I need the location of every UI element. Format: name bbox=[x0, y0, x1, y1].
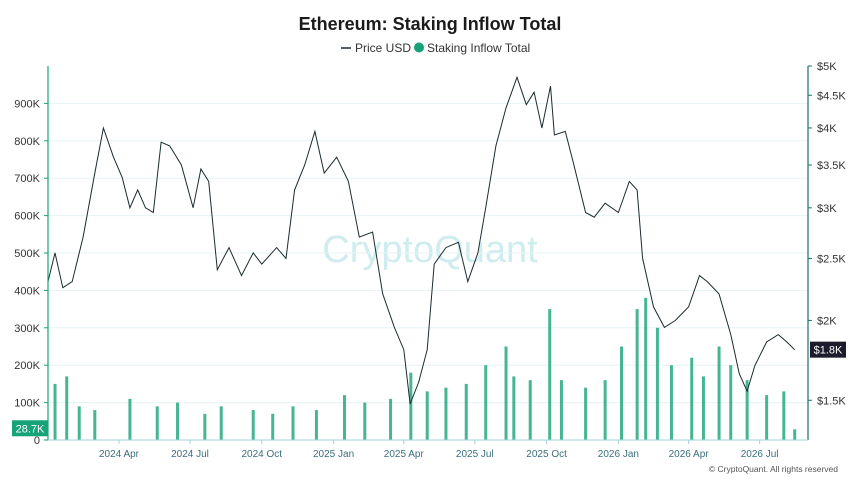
bar-34 bbox=[701, 376, 705, 440]
bar-24 bbox=[548, 309, 552, 440]
bar-0 bbox=[53, 383, 57, 440]
right-tick-label-2: $2.5K bbox=[817, 253, 846, 265]
badge-price-current: $1.8K bbox=[810, 341, 846, 358]
bar-28 bbox=[620, 346, 624, 440]
bar-16 bbox=[409, 372, 413, 440]
bar-27 bbox=[603, 380, 607, 440]
bar-38 bbox=[765, 395, 769, 440]
bar-33 bbox=[690, 357, 694, 440]
x-tick-label-8: 2026 Apr bbox=[669, 449, 710, 460]
watermark: CryptoQuant bbox=[322, 229, 538, 271]
right-tick-label-6: $4.5K bbox=[817, 90, 846, 102]
bar-15 bbox=[389, 398, 393, 440]
bar-35 bbox=[717, 346, 721, 440]
bar-32 bbox=[669, 365, 673, 440]
right-tick-label-1: $2K bbox=[817, 315, 837, 327]
right-tick-label-7: $5K bbox=[817, 61, 837, 73]
right-tick-label-0: $1.5K bbox=[817, 395, 846, 407]
bar-20 bbox=[484, 365, 488, 440]
x-axis-ticks: 2024 Apr 2024 Jul 2024 Oct 2025 Jan 2025 Apr… bbox=[99, 440, 779, 460]
x-tick-label-9: 2026 Jul bbox=[741, 449, 779, 460]
legend-inflow-marker bbox=[414, 42, 424, 53]
bar-8 bbox=[219, 406, 223, 440]
grid bbox=[48, 102, 808, 404]
x-tick-label-3: 2025 Jan bbox=[313, 449, 354, 460]
right-axis-ticks: $1.5K $2K $2.5K $3K $3.5K $4K $4.5K $5K bbox=[808, 61, 846, 407]
legend-price-label[interactable]: Price USD bbox=[355, 41, 411, 55]
bar-39 bbox=[782, 391, 786, 440]
bar-11 bbox=[291, 406, 295, 440]
bar-13 bbox=[343, 395, 347, 440]
badge-inflow-value: 28.7K bbox=[16, 423, 45, 435]
left-tick-label-4: 400K bbox=[14, 285, 40, 297]
legend-inflow-label[interactable]: Staking Inflow Total bbox=[427, 41, 530, 55]
x-tick-label-7: 2026 Jan bbox=[598, 449, 639, 460]
bar-18 bbox=[444, 387, 448, 440]
bar-25 bbox=[559, 380, 563, 440]
bar-5 bbox=[155, 406, 159, 440]
left-tick-label-7: 700K bbox=[14, 173, 40, 185]
bar-31 bbox=[655, 327, 659, 440]
bar-14 bbox=[363, 402, 367, 440]
left-tick-label-5: 500K bbox=[14, 248, 40, 260]
left-tick-label-6: 600K bbox=[14, 211, 40, 223]
bar-21 bbox=[504, 346, 508, 440]
x-tick-label-6: 2025 Oct bbox=[526, 449, 567, 460]
bar-37 bbox=[745, 380, 749, 440]
right-tick-label-3: $3K bbox=[817, 203, 837, 215]
bar-19 bbox=[464, 383, 468, 440]
left-tick-label-0: 0 bbox=[34, 435, 40, 447]
bar-30 bbox=[644, 297, 648, 440]
bar-1 bbox=[65, 376, 69, 440]
bar-26 bbox=[584, 387, 588, 440]
bar-17 bbox=[425, 391, 429, 440]
bar-7 bbox=[203, 413, 207, 440]
bar-9 bbox=[251, 410, 255, 440]
badge-price-bg bbox=[810, 341, 846, 358]
left-tick-label-9: 900K bbox=[14, 98, 40, 110]
bar-6 bbox=[176, 402, 180, 440]
bar-36 bbox=[729, 365, 733, 440]
bar-29 bbox=[635, 309, 639, 440]
left-tick-label-2: 200K bbox=[14, 360, 40, 372]
chart-title: Ethereum: Staking Inflow Total bbox=[299, 14, 562, 34]
left-tick-label-8: 800K bbox=[14, 136, 40, 148]
x-tick-label-1: 2024 Jul bbox=[171, 449, 209, 460]
bar-10 bbox=[271, 413, 275, 440]
bar-12 bbox=[314, 410, 318, 440]
x-tick-label-4: 2025 Apr bbox=[384, 449, 425, 460]
bar-22 bbox=[512, 376, 516, 440]
bar-2 bbox=[77, 406, 81, 440]
badge-price-value: $1.8K bbox=[814, 345, 843, 357]
badge-inflow-current: 28.7K bbox=[12, 420, 48, 437]
x-tick-label-5: 2025 Jul bbox=[456, 449, 494, 460]
left-tick-label-1: 100K bbox=[14, 398, 40, 410]
price-line bbox=[47, 75, 796, 405]
left-axis-ticks: 0 100K 200K 300K 400K 500K 600K 700K 800K 900K bbox=[14, 98, 48, 447]
badge-inflow-bg bbox=[12, 420, 48, 437]
legend: Price USD Staking Inflow Total bbox=[341, 41, 530, 55]
bar-40 bbox=[793, 429, 797, 440]
bar-3 bbox=[93, 410, 97, 440]
x-tick-label-0: 2024 Apr bbox=[99, 449, 140, 460]
bar-23 bbox=[528, 380, 532, 440]
right-tick-label-4: $3.5K bbox=[817, 160, 846, 172]
right-tick-label-5: $4K bbox=[817, 123, 837, 135]
bar-4 bbox=[128, 398, 132, 440]
copyright: © CryptoQuant. All rights reserved bbox=[709, 464, 838, 474]
x-tick-label-2: 2024 Oct bbox=[242, 449, 283, 460]
bars-staking-inflow bbox=[53, 297, 797, 440]
left-tick-label-3: 300K bbox=[14, 323, 40, 335]
